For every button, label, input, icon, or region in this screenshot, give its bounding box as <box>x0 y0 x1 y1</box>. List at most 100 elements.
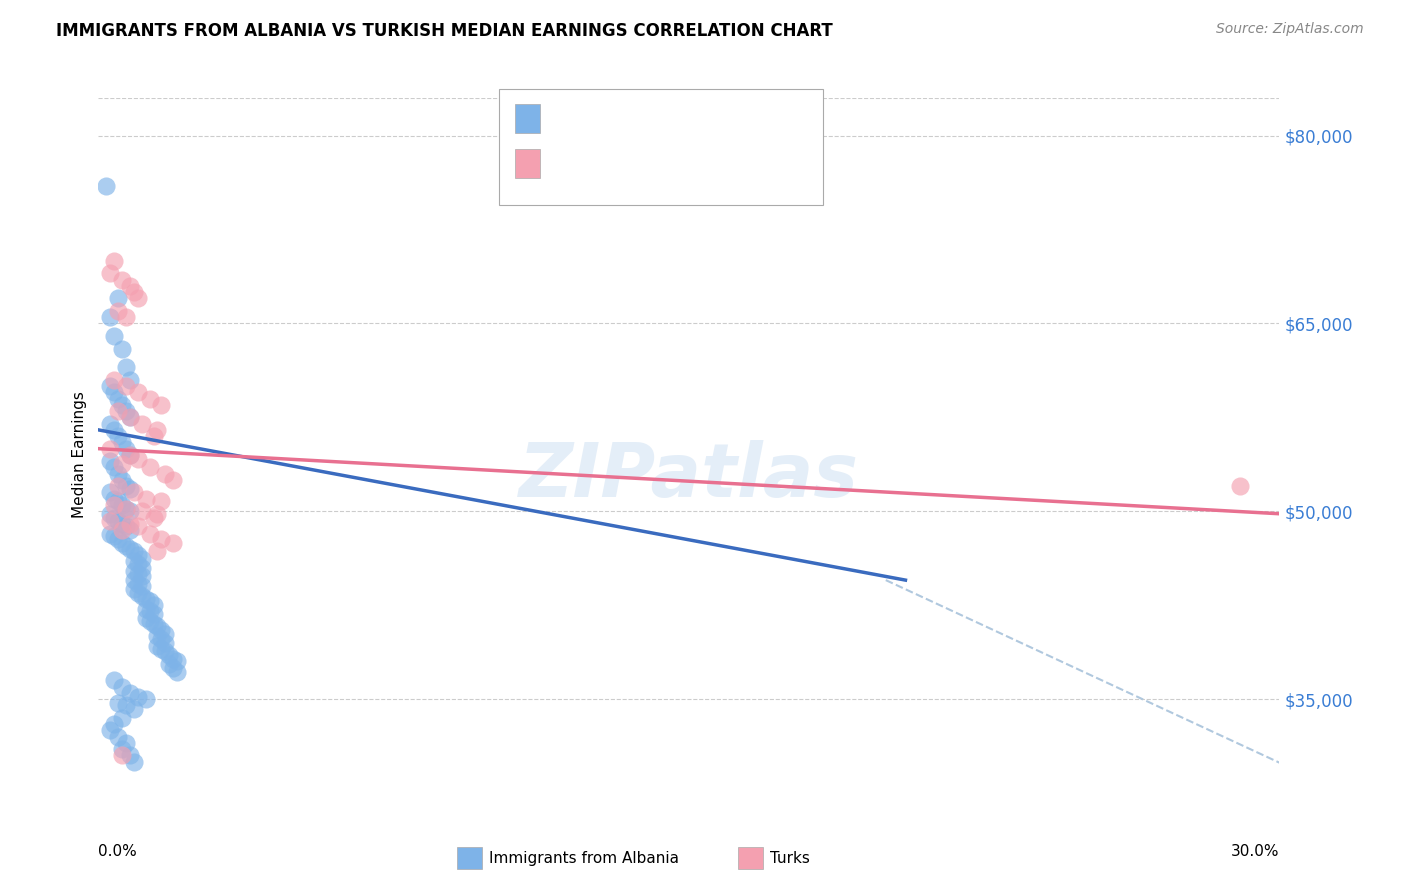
Point <box>135 692 157 706</box>
Point <box>122 565 145 579</box>
Point <box>131 504 153 518</box>
Point <box>127 585 149 599</box>
Point <box>155 627 177 641</box>
Point <box>122 544 145 558</box>
Point <box>118 541 141 556</box>
Point <box>107 467 129 481</box>
Point <box>135 610 157 624</box>
Point <box>157 657 180 671</box>
Point <box>107 514 129 528</box>
Point <box>103 329 125 343</box>
Point <box>135 602 157 616</box>
Point <box>157 648 180 663</box>
Point <box>111 680 134 694</box>
Point <box>146 544 169 558</box>
Point <box>118 686 141 700</box>
Point <box>103 510 125 524</box>
Point <box>155 644 177 658</box>
Text: -0.314: -0.314 <box>589 110 648 128</box>
Point <box>103 385 125 400</box>
Text: 30.0%: 30.0% <box>1232 844 1279 859</box>
Point <box>111 398 134 412</box>
Point <box>138 615 160 629</box>
Point <box>162 661 184 675</box>
Point <box>115 360 138 375</box>
Point <box>111 742 134 756</box>
Point <box>98 266 121 280</box>
Point <box>118 410 141 425</box>
Point <box>107 696 129 710</box>
Point <box>98 723 121 738</box>
Point <box>135 491 157 506</box>
Point <box>155 467 177 481</box>
Point <box>150 623 173 637</box>
Text: ZIPatlas: ZIPatlas <box>519 440 859 513</box>
Point <box>115 698 138 713</box>
Point <box>98 442 121 456</box>
Point <box>107 479 129 493</box>
Point <box>107 429 129 443</box>
Text: R =: R = <box>548 154 585 172</box>
Text: N =: N = <box>669 110 706 128</box>
Point <box>115 736 138 750</box>
Point <box>122 582 145 596</box>
Point <box>162 535 184 549</box>
Text: R =: R = <box>548 110 585 128</box>
Point <box>1229 479 1251 493</box>
Point <box>118 504 141 518</box>
Point <box>131 579 153 593</box>
Text: Immigrants from Albania: Immigrants from Albania <box>489 851 679 865</box>
Point <box>142 616 165 631</box>
Point <box>115 379 138 393</box>
Point <box>131 417 153 431</box>
Point <box>107 292 129 306</box>
Point <box>127 385 149 400</box>
Point <box>115 539 138 553</box>
Point <box>142 510 165 524</box>
Point <box>146 640 169 654</box>
Point <box>146 619 169 633</box>
Point <box>155 636 177 650</box>
Point <box>107 730 129 744</box>
Point <box>103 529 125 543</box>
Point <box>111 523 134 537</box>
Point <box>111 342 134 356</box>
Point <box>122 755 145 769</box>
Point <box>135 591 157 606</box>
Point <box>107 404 129 418</box>
Point <box>127 566 149 581</box>
Point <box>118 410 141 425</box>
Point <box>98 454 121 468</box>
Point <box>166 655 188 669</box>
Point <box>107 392 129 406</box>
Point <box>118 748 141 763</box>
Point <box>131 560 153 574</box>
Point <box>131 590 153 604</box>
Point <box>122 285 145 300</box>
Point <box>107 304 129 318</box>
Point <box>142 607 165 621</box>
Point <box>127 577 149 591</box>
Point <box>103 373 125 387</box>
Point <box>118 448 141 462</box>
Point <box>115 479 138 493</box>
Point <box>111 748 134 763</box>
Text: N =: N = <box>669 154 706 172</box>
Point <box>111 435 134 450</box>
Point <box>118 523 141 537</box>
Text: -0.117: -0.117 <box>589 154 654 172</box>
Point <box>98 514 121 528</box>
Point <box>98 526 121 541</box>
Point <box>111 535 134 549</box>
Point <box>115 501 138 516</box>
Point <box>115 404 138 418</box>
Point <box>115 310 138 325</box>
Point <box>115 442 138 456</box>
Point <box>98 485 121 500</box>
Point <box>138 526 160 541</box>
Point <box>98 310 121 325</box>
Point <box>107 532 129 546</box>
Point <box>122 554 145 568</box>
Point <box>111 516 134 531</box>
Point <box>127 519 149 533</box>
